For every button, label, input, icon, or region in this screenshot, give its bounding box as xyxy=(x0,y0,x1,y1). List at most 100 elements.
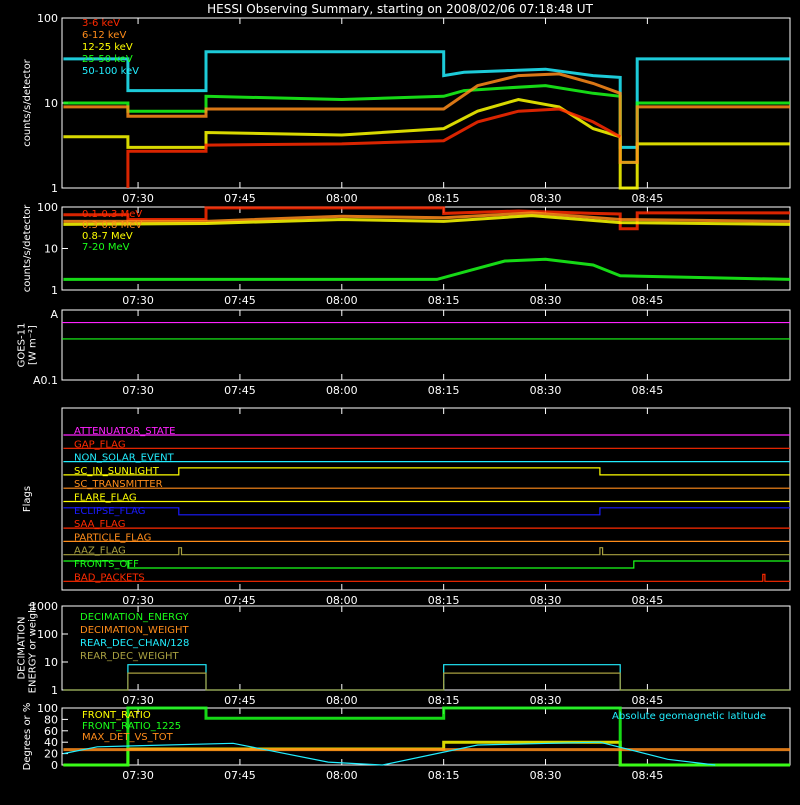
flag-line xyxy=(63,547,790,556)
y-tick-label: A0.1 xyxy=(33,374,58,387)
flag-label: SC_TRANSMITTER xyxy=(74,479,163,490)
x-tick-label: 08:45 xyxy=(632,594,664,607)
series-7-20-mev xyxy=(63,257,791,281)
x-tick-label: 08:15 xyxy=(428,294,460,307)
y-tick-label: 20 xyxy=(44,748,58,761)
x-tick-label: 08:15 xyxy=(428,694,460,707)
legend-entry: DECIMATION_WEIGHT xyxy=(80,625,189,636)
y-tick-label: A xyxy=(50,308,58,321)
panel-1-ylabel: counts/s/detector xyxy=(22,204,33,292)
x-tick-label: 08:00 xyxy=(326,294,358,307)
y-tick-label: 80 xyxy=(44,713,58,726)
legend-entry: FRONT_RATIO_1225 xyxy=(82,721,181,732)
y-axis-label: [W m⁻²] xyxy=(28,325,39,365)
flag-label: ECLIPSE_FLAG xyxy=(74,506,145,517)
x-tick-label: 07:45 xyxy=(224,594,256,607)
x-tick-label: 08:15 xyxy=(428,769,460,782)
flag-line xyxy=(63,507,790,516)
flag-line xyxy=(63,467,790,476)
y-tick-label: 100 xyxy=(37,628,58,641)
x-tick-label: 08:30 xyxy=(530,769,562,782)
y-axis-label: counts/s/detector xyxy=(22,58,33,146)
panel-3-frame xyxy=(61,407,791,591)
series-6-12-kev xyxy=(63,72,790,164)
y-axis-label: ENERGY or weight xyxy=(28,603,39,694)
y-axis-label: Flags xyxy=(22,486,33,512)
x-tick-label: 08:00 xyxy=(326,694,358,707)
y-tick-label: 10 xyxy=(44,656,58,669)
series-0.8-7-mev xyxy=(63,214,791,226)
y-axis-label: DECIMATION xyxy=(17,616,28,679)
legend-entry: 0.1-0.3 MeV xyxy=(82,209,142,220)
flag-label: BAD_PACKETS xyxy=(74,572,145,583)
legend-entry: 12-25 keV xyxy=(82,42,133,53)
series-absolute-geomagnetic-latitude xyxy=(63,741,716,766)
legend-entry: 25-50 keV xyxy=(82,54,133,65)
panel-5-legend: FRONT_RATIOFRONT_RATIO_1225MAX_DET_VS_TO… xyxy=(82,710,181,743)
series-50-100-kev xyxy=(63,50,790,149)
legend-entry: FRONT_RATIO xyxy=(82,710,151,721)
x-tick-label: 08:00 xyxy=(326,384,358,397)
x-tick-label: 07:30 xyxy=(122,294,154,307)
y-tick-label: 40 xyxy=(44,736,58,749)
y-axis-label: counts/s/detector xyxy=(22,204,33,292)
y-tick-label: 60 xyxy=(44,725,58,738)
x-tick-label: 07:30 xyxy=(122,694,154,707)
flag-label: AAZ_FLAG xyxy=(74,546,126,557)
panel-2-ylabel: GOES-11 [W m⁻²] xyxy=(17,323,39,368)
y-tick-label: 1 xyxy=(51,182,58,195)
legend-entry: REAR_DEC_CHAN/128 xyxy=(80,638,189,649)
panel-3-ylabel: Flags xyxy=(22,486,33,512)
y-axis-label: Degrees or % xyxy=(22,703,33,771)
series-front-ratio-1225 xyxy=(63,706,790,767)
y-tick-label: 1 xyxy=(51,684,58,697)
y-axis-label: GOES-11 xyxy=(17,323,28,368)
x-tick-label: 08:45 xyxy=(632,769,664,782)
x-tick-label: 08:15 xyxy=(428,192,460,205)
x-tick-label: 08:00 xyxy=(326,192,358,205)
series-3-6-kev xyxy=(126,107,621,188)
panels: 07:30 07:45 08:00 08:15 08:30 08:45 counts/s/d… xyxy=(17,12,791,782)
flag-label: FLARE_FLAG xyxy=(74,493,137,504)
legend-entry: 0.3-0.8 MeV xyxy=(82,220,142,231)
y-tick-label: 100 xyxy=(37,702,58,715)
legend-entry: REAR_DEC_WEIGHT xyxy=(80,651,179,662)
panel-5-ylabel: Degrees or % xyxy=(22,703,33,771)
panel-0-ylabel: counts/s/detector xyxy=(22,58,33,146)
x-tick-label: 07:45 xyxy=(224,694,256,707)
x-tick-label: 07:45 xyxy=(224,384,256,397)
x-tick-label: 08:00 xyxy=(326,769,358,782)
annotation-geomagnetic-latitude: Absolute geomagnetic latitude xyxy=(612,711,766,722)
series-0.1-0.3-mev xyxy=(63,206,790,231)
y-tick-label: 100 xyxy=(37,12,58,25)
flag-label: PARTICLE_FLAG xyxy=(74,532,151,543)
x-tick-label: 07:30 xyxy=(122,384,154,397)
x-tick-label: 08:15 xyxy=(428,594,460,607)
series-0.3-0.8-mev xyxy=(63,211,791,223)
panel-4-ylabel: DECIMATION ENERGY or weight xyxy=(17,603,39,694)
x-tick-label: 08:15 xyxy=(428,384,460,397)
flag-label: GAP_FLAG xyxy=(74,439,126,450)
flag-label: ATTENUATOR_STATE xyxy=(74,426,175,437)
x-tick-label: 07:30 xyxy=(122,769,154,782)
x-tick-label: 08:45 xyxy=(632,192,664,205)
legend-entry: 6-12 keV xyxy=(82,30,126,41)
y-tick-label: 1000 xyxy=(30,600,58,613)
series-rear-dec-weight xyxy=(63,672,790,691)
panel-2-frame xyxy=(61,309,791,381)
legend-entry: 50-100 keV xyxy=(82,66,139,77)
x-tick-label: 07:45 xyxy=(224,769,256,782)
legend-entry: 0.8-7 MeV xyxy=(82,231,133,242)
y-tick-label: 1 xyxy=(51,284,58,297)
flag-line xyxy=(63,573,790,582)
flag-line xyxy=(63,560,790,569)
x-tick-label: 07:45 xyxy=(224,192,256,205)
x-tick-label: 08:45 xyxy=(632,294,664,307)
panel-4-legend: DECIMATION_ENERGY DECIMATION_WEIGHT REAR_D… xyxy=(80,612,189,662)
flag-label: SC_IN_SUNLIGHT xyxy=(74,466,160,477)
x-tick-label: 08:30 xyxy=(530,192,562,205)
